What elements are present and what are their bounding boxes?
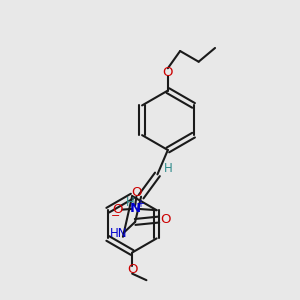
- Text: O: O: [131, 186, 142, 199]
- Text: N: N: [130, 202, 141, 215]
- Text: +: +: [136, 199, 144, 208]
- Text: O: O: [127, 263, 137, 276]
- Text: O: O: [163, 66, 173, 79]
- Text: HN: HN: [110, 227, 128, 240]
- Text: −: −: [111, 211, 120, 220]
- Text: H: H: [125, 196, 134, 208]
- Text: O: O: [113, 203, 123, 216]
- Text: O: O: [160, 213, 171, 226]
- Text: H: H: [164, 162, 172, 175]
